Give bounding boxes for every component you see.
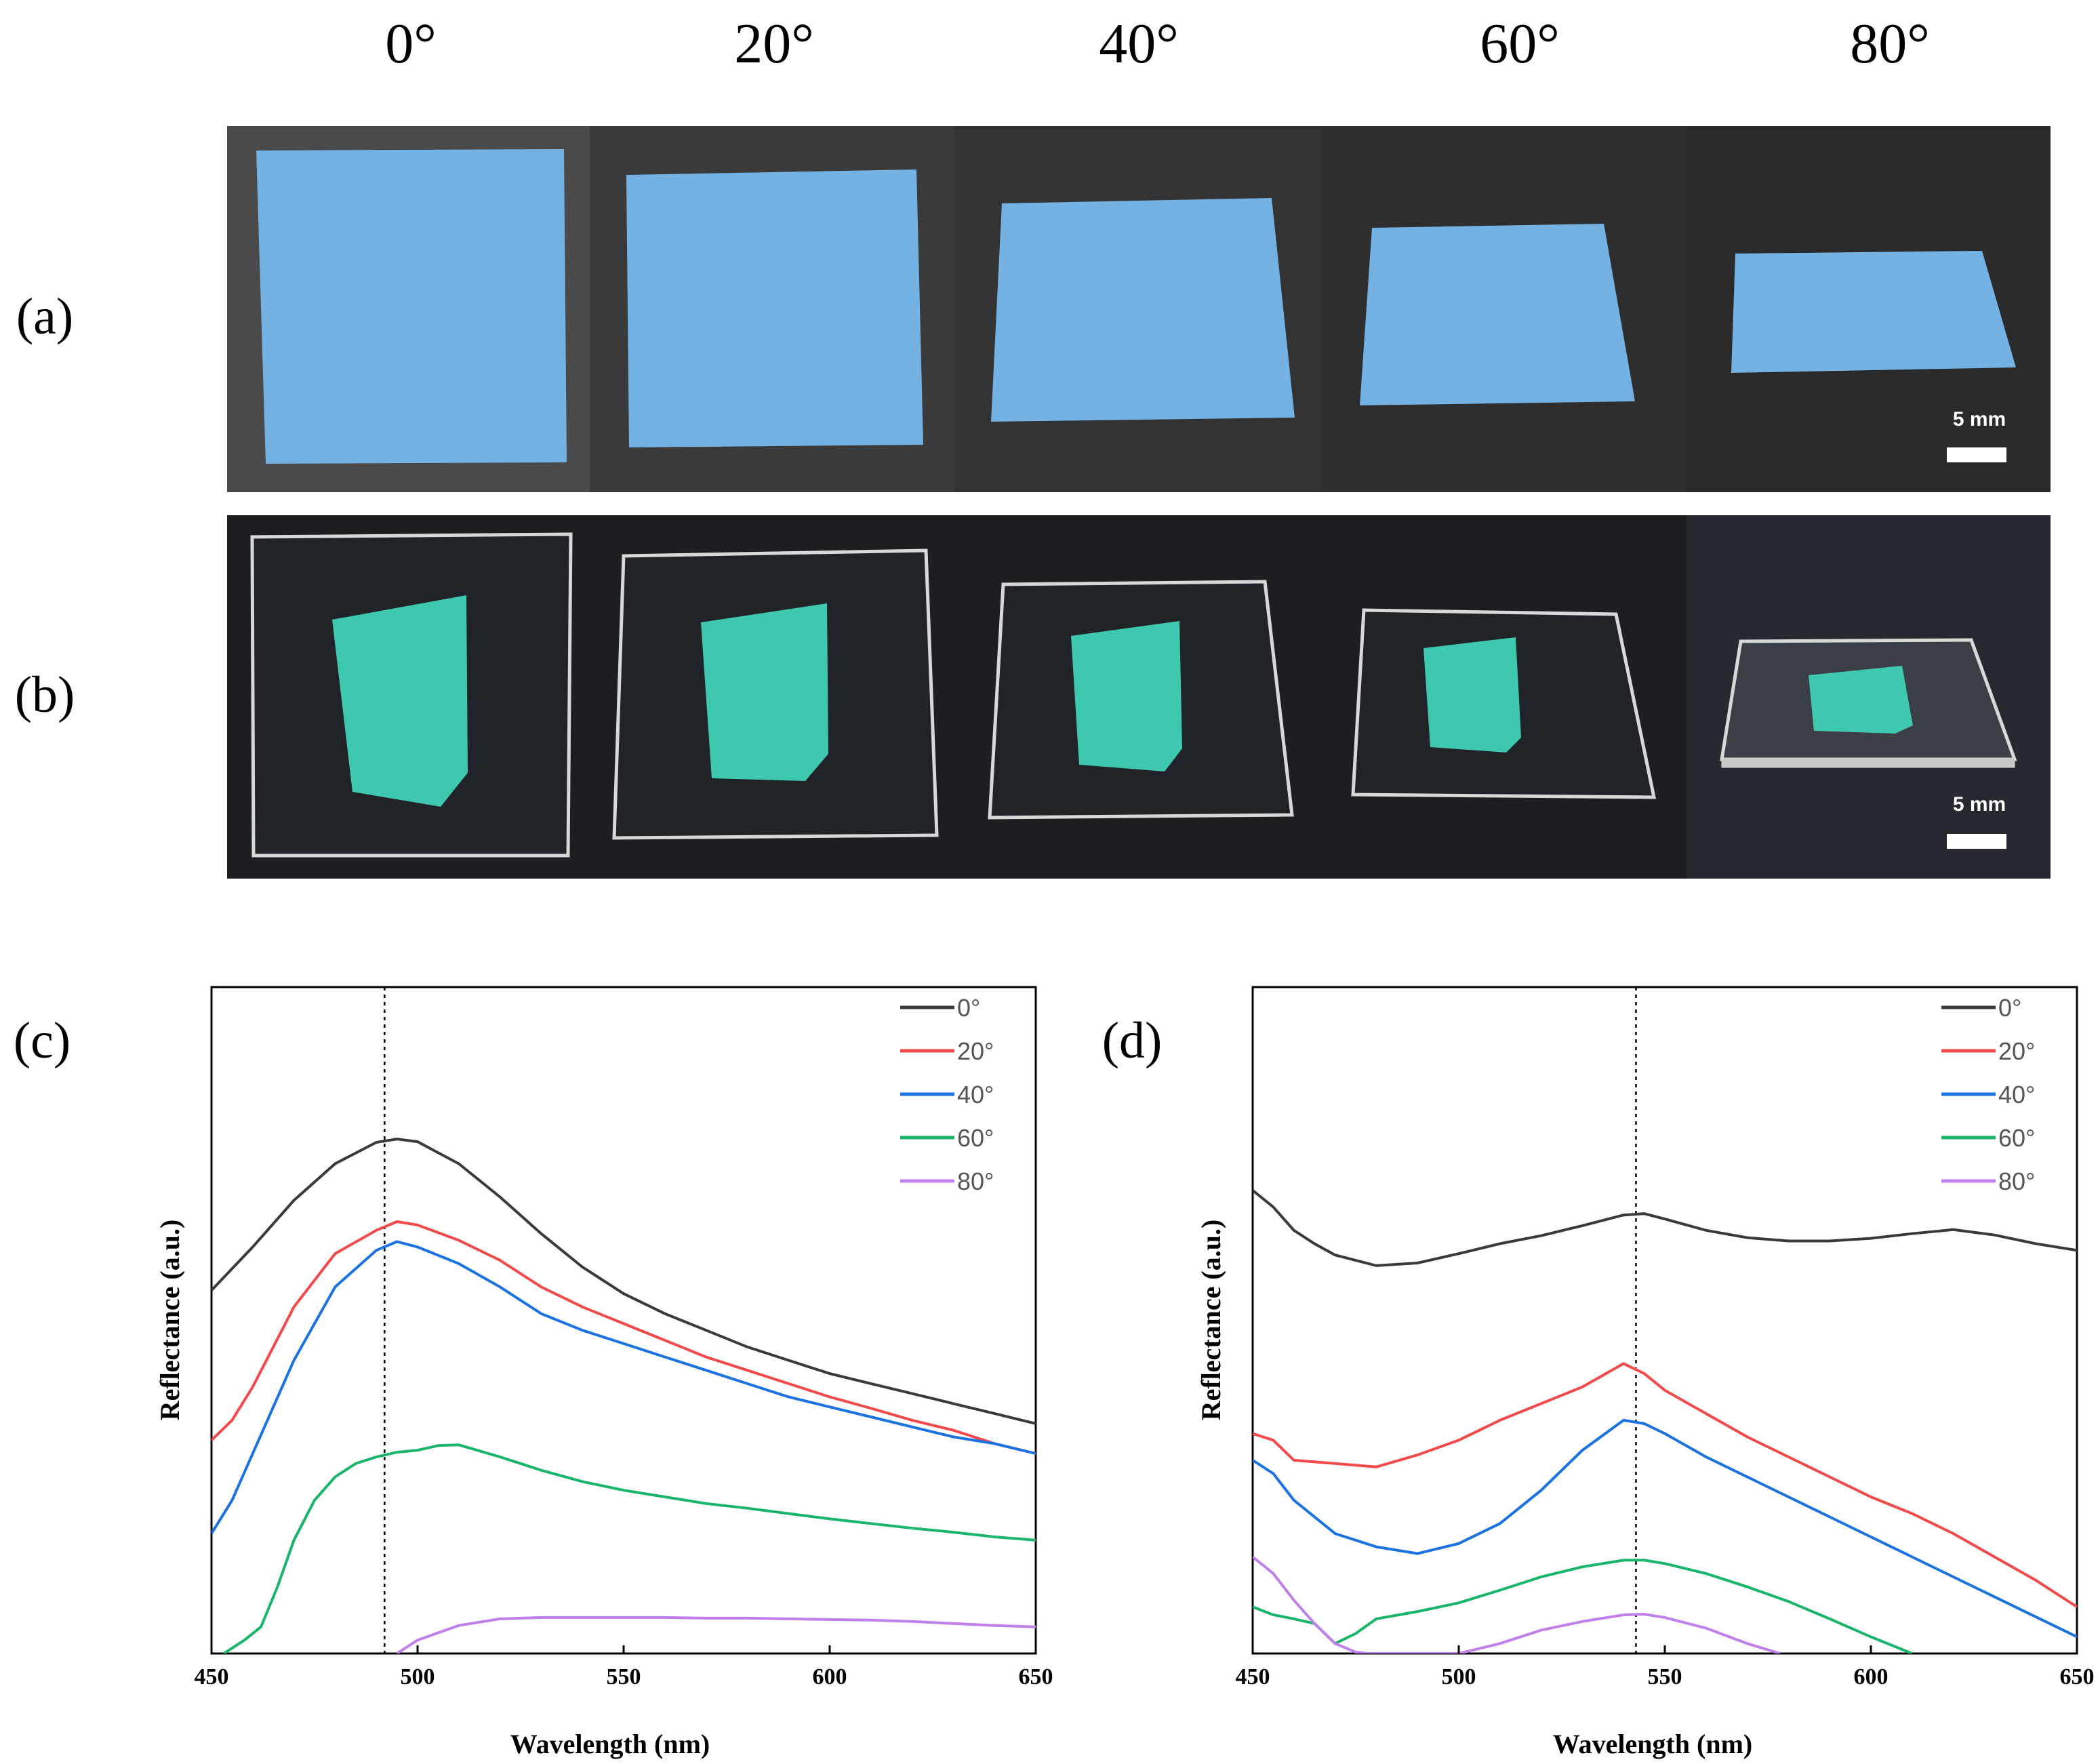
x-tick-label-d-650: 650 — [2060, 1664, 2095, 1689]
x-tick-label-c-500: 500 — [401, 1664, 435, 1689]
x-tick-label-c-650: 650 — [1019, 1664, 1053, 1689]
film-a-0 — [256, 149, 567, 464]
series-line-d-80 — [1253, 1555, 1781, 1653]
angle-header-0: 0° — [385, 12, 437, 75]
angle-header-40: 40° — [1099, 12, 1179, 75]
film-a-20 — [626, 169, 923, 447]
film-a-60 — [1360, 224, 1635, 405]
series-line-c-40 — [211, 1240, 1036, 1535]
scale-bar-a — [1947, 447, 2006, 462]
legend-text-d-60: 60° — [1998, 1124, 2035, 1152]
plot-frame-c — [210, 986, 1037, 1655]
photo-row-a: 5 mm — [227, 126, 2051, 492]
angle-headers: 0° 20° 40° 60° 80° — [385, 12, 1930, 75]
legend-text-c-40: 40° — [957, 1081, 994, 1108]
series-line-c-20 — [211, 1220, 1036, 1456]
chart-panel-c: (c) 450 500 550 600 650 Wavelength (nm) … — [14, 986, 1053, 1759]
panel-label-d: (d) — [1102, 1012, 1163, 1069]
film-b-20 — [701, 603, 828, 781]
x-tick-label-c-450: 450 — [195, 1664, 229, 1689]
photo-row-b: 5 mm — [227, 515, 2051, 879]
scale-bar-b — [1947, 834, 2006, 849]
angle-header-80: 80° — [1850, 12, 1930, 75]
angle-header-20: 20° — [734, 12, 814, 75]
legend-text-d-20: 20° — [1998, 1037, 2035, 1065]
x-tick-label-d-500: 500 — [1442, 1664, 1476, 1689]
film-b-60 — [1423, 637, 1521, 753]
x-axis-label-c: Wavelength (nm) — [510, 1729, 710, 1759]
legend-text-c-60: 60° — [957, 1124, 994, 1152]
x-tick-label-d-600: 600 — [1854, 1664, 1889, 1689]
legend-text-c-20: 20° — [957, 1037, 994, 1065]
film-a-80 — [1731, 251, 2016, 373]
series-line-c-60 — [223, 1443, 1036, 1653]
legend-d: 0° 20° 40° 60° 80° — [1941, 994, 2035, 1195]
legend-text-d-40: 40° — [1998, 1081, 2035, 1108]
legend-text-c-0: 0° — [957, 994, 980, 1022]
series-line-d-20 — [1253, 1362, 2077, 1608]
x-tick-label-d-550: 550 — [1648, 1664, 1682, 1689]
x-tick-label-d-450: 450 — [1236, 1664, 1270, 1689]
glass-b-80-edge — [1721, 757, 2015, 768]
legend-text-c-80: 80° — [957, 1167, 994, 1195]
film-b-40 — [1071, 621, 1182, 771]
film-b-0 — [332, 595, 468, 807]
series-line-d-60 — [1253, 1559, 1913, 1653]
row-label-a: (a) — [16, 288, 73, 345]
legend-text-d-80: 80° — [1998, 1167, 2035, 1195]
series-line-c-80 — [396, 1616, 1036, 1653]
legend-c: 0° 20° 40° 60° 80° — [900, 994, 994, 1195]
plot-frame-d — [1251, 986, 2078, 1655]
scale-bar-label-a: 5 mm — [1953, 408, 2006, 430]
series-line-d-0 — [1253, 1189, 2077, 1267]
x-axis-label-d: Wavelength (nm) — [1553, 1729, 1752, 1759]
y-axis-label-d: Reflectance (a.u.) — [1196, 1220, 1226, 1421]
row-label-b: (b) — [15, 666, 75, 723]
film-a-40 — [991, 198, 1295, 422]
panel-label-c: (c) — [14, 1012, 70, 1069]
film-b-80 — [1809, 666, 1913, 734]
scale-bar-label-b: 5 mm — [1953, 793, 2006, 816]
x-tick-label-c-600: 600 — [813, 1664, 847, 1689]
angle-header-60: 60° — [1480, 12, 1560, 75]
legend-text-d-0: 0° — [1998, 994, 2021, 1022]
chart-panel-d: (d) 450 500 550 600 650 Wavelength (nm) … — [1102, 986, 2095, 1759]
series-line-c-0 — [211, 1138, 1036, 1425]
y-axis-label-c: Reflectance (a.u.) — [155, 1220, 185, 1421]
x-tick-label-c-550: 550 — [607, 1664, 641, 1689]
series-line-d-40 — [1253, 1418, 2077, 1639]
